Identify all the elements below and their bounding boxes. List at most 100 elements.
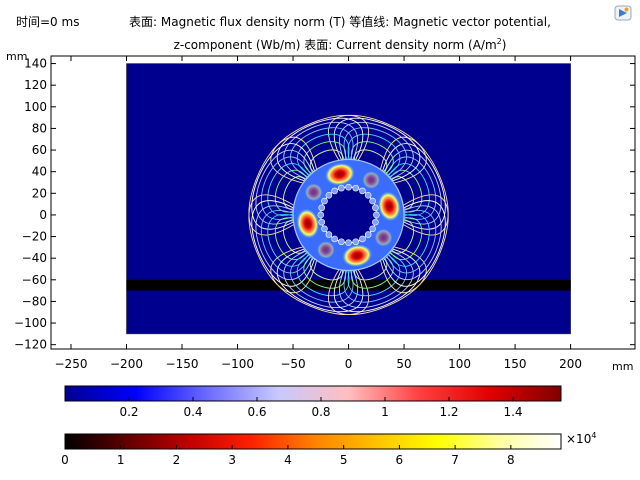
y-tick-label: −20 — [22, 230, 47, 244]
y-tick-label: 100 — [24, 100, 47, 114]
contour-line — [283, 176, 309, 210]
x-tick-label: −200 — [110, 357, 143, 371]
x-tick-label: 150 — [504, 357, 527, 371]
contour-line — [260, 210, 313, 274]
colorbar-b-tick-label: 0.6 — [247, 405, 266, 419]
contour-line — [327, 245, 427, 315]
contour-line — [276, 117, 364, 183]
colorbar-j-tick-label: 1 — [117, 453, 125, 467]
x-tick-label: −250 — [55, 357, 88, 371]
plot-title-line2: z-component (Wb/m) 表面: Current density n… — [120, 32, 560, 55]
y-tick-label: 140 — [24, 57, 47, 71]
stator-tooth — [359, 187, 366, 195]
contour-line — [276, 247, 364, 313]
contour-line — [309, 149, 344, 175]
x-tick-label: 50 — [396, 357, 411, 371]
stator-tooth — [372, 204, 379, 212]
x-tick-label: −150 — [166, 357, 199, 371]
stator-tooth — [345, 183, 352, 191]
contour-layer — [248, 114, 449, 315]
y-tick-label: −80 — [22, 294, 47, 308]
stator-tooth — [369, 197, 376, 205]
colorbar-j-tick-label: 3 — [228, 453, 236, 467]
colorbar-b-tick-label: 1.2 — [439, 405, 458, 419]
y-tick-label: −120 — [14, 338, 47, 352]
x-axis-ticks: −250 −200 −150 −100 −50 0 50 100 150 200 — [55, 56, 582, 371]
contour-line — [384, 156, 437, 220]
contour-line — [309, 255, 344, 281]
colorbar-j-ticks: 0 1 2 3 4 5 6 7 8 — [61, 445, 515, 467]
contour-line — [380, 200, 446, 287]
contour-line — [354, 255, 388, 281]
stator-tooth — [338, 184, 345, 192]
y-tick-label: −60 — [22, 273, 47, 287]
plot-title-line2b: ) — [501, 38, 507, 52]
y-axis-unit: mm — [6, 50, 27, 63]
colorbar-b-tick-label: 1.4 — [503, 405, 522, 419]
x-axis-unit: mm — [612, 360, 633, 373]
contour-line — [290, 250, 354, 303]
colorbar-j-tick-label: 4 — [284, 453, 292, 467]
stator-outer-edge — [292, 158, 405, 272]
contour-line — [290, 127, 354, 180]
stator-tooth — [321, 225, 328, 233]
pole-weak — [316, 240, 335, 259]
stator-tooth — [321, 197, 328, 205]
colorbar-j-tick-label: 2 — [173, 453, 181, 467]
pole-weak — [304, 183, 323, 202]
contour-line — [387, 217, 423, 261]
contour-line — [343, 250, 408, 303]
colorbar-j-bar — [64, 433, 562, 450]
x-tick-label: 0 — [345, 357, 353, 371]
contour-line — [380, 143, 446, 230]
plot-title-line2a: z-component (Wb/m) 表面: Current density n… — [173, 38, 497, 52]
y-tick-label: 40 — [32, 165, 47, 179]
contour-line — [260, 156, 313, 220]
comsol-logo-icon[interactable] — [614, 5, 632, 21]
pole-strong — [378, 191, 401, 222]
plot-title-sup: 2 — [496, 37, 502, 46]
y-tick-label: 60 — [32, 143, 47, 157]
y-axis-ticks: 140 120 100 80 60 40 20 0 −20 −40 −60 −80 −100 −120 — [14, 57, 635, 352]
x-tick-label: −100 — [221, 357, 254, 371]
x-tick-label: 200 — [559, 357, 582, 371]
stator-tooth — [317, 211, 325, 219]
contour-line — [378, 194, 449, 294]
plot-title-line1: 表面: Magnetic flux density norm (T) 等值线: … — [129, 15, 551, 29]
pole-weak — [374, 228, 393, 247]
colorbar-j-exponent: ×104 — [566, 431, 596, 446]
contour-line — [388, 220, 414, 254]
time-label: 时间=0 ms — [16, 15, 80, 29]
y-tick-label: 20 — [32, 186, 47, 200]
stator-tooth — [331, 235, 338, 243]
contour-line — [251, 143, 317, 230]
stator-tooth — [369, 225, 376, 233]
stator-tooth — [373, 211, 380, 219]
colorbar-b-bar — [64, 385, 562, 402]
pole-strong — [342, 244, 373, 267]
colorbar-b-tick-label: 0.8 — [311, 405, 330, 419]
contour-line — [251, 200, 317, 287]
y-tick-label: 80 — [32, 121, 47, 135]
contour-line — [270, 114, 370, 185]
contour-line — [388, 176, 414, 210]
contour-line — [354, 149, 388, 175]
contour-line — [248, 194, 319, 294]
contour-line — [333, 117, 421, 183]
contour-line — [283, 220, 309, 254]
stator-tooth — [338, 238, 345, 246]
colorbar-b-tick-label: 0.4 — [183, 405, 202, 419]
colorbar-j-tick-label: 6 — [396, 453, 404, 467]
x-tick-label: 100 — [448, 357, 471, 371]
contour-line — [378, 136, 449, 236]
stator-tooth — [331, 187, 338, 195]
axes-frame — [50, 55, 636, 350]
plot-title: 表面: Magnetic flux density norm (T) 等值线: … — [120, 13, 560, 55]
contour-line — [333, 247, 421, 313]
y-tick-label: −100 — [14, 316, 47, 330]
pole-strong — [296, 208, 320, 239]
stator-tooth — [359, 235, 366, 243]
colorbar-b-tick-label: 1 — [381, 405, 389, 419]
stator-tooth — [364, 192, 372, 199]
